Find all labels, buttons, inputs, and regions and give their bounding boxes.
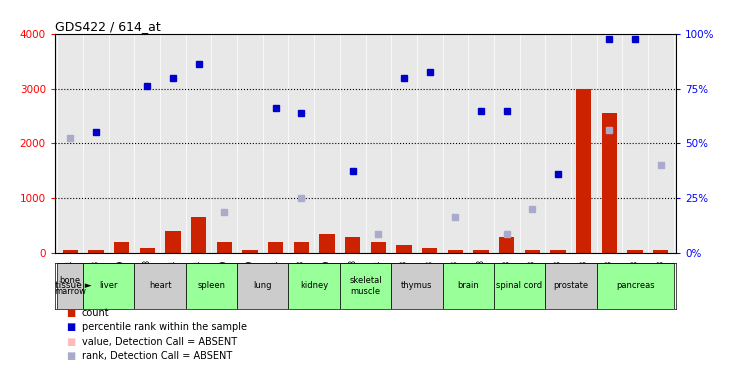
Text: percentile rank within the sample: percentile rank within the sample (82, 322, 247, 332)
Text: value, Detection Call = ABSENT: value, Detection Call = ABSENT (82, 337, 237, 346)
Bar (602, 113, 617, 253)
Bar (494, 262, 545, 309)
Bar (319, 234, 335, 253)
Text: skeletal
muscle: skeletal muscle (349, 276, 382, 296)
Text: kidney: kidney (300, 281, 328, 290)
Bar (340, 262, 391, 309)
Bar (186, 262, 237, 309)
Bar (525, 251, 540, 253)
Bar (596, 262, 673, 309)
Bar (289, 262, 340, 309)
Text: prostate: prostate (553, 281, 588, 290)
Bar (268, 242, 284, 253)
Bar (237, 262, 289, 309)
Bar (140, 248, 155, 253)
Bar (627, 251, 643, 253)
Bar (165, 231, 181, 253)
Text: ■: ■ (66, 351, 75, 361)
Text: ■: ■ (66, 322, 75, 332)
Text: thymus: thymus (401, 281, 433, 290)
Bar (216, 242, 232, 253)
Text: rank, Detection Call = ABSENT: rank, Detection Call = ABSENT (82, 351, 232, 361)
Text: bone
marrow: bone marrow (54, 276, 86, 296)
Text: lung: lung (254, 281, 272, 290)
Bar (576, 88, 591, 253)
Bar (550, 251, 566, 253)
Bar (294, 242, 309, 253)
Bar (653, 251, 668, 253)
Text: ■: ■ (66, 308, 75, 318)
Bar (135, 262, 186, 309)
Bar (447, 251, 463, 253)
Bar (396, 245, 412, 253)
Bar (371, 242, 386, 253)
Bar (63, 251, 78, 253)
Bar (191, 217, 206, 253)
Bar (58, 262, 83, 309)
Bar (242, 251, 257, 253)
Bar (114, 242, 129, 253)
Text: tissue ►: tissue ► (55, 281, 91, 290)
Text: count: count (82, 308, 110, 318)
Text: liver: liver (99, 281, 118, 290)
Bar (391, 262, 442, 309)
Text: spinal cord: spinal cord (496, 281, 542, 290)
Text: pancreas: pancreas (616, 281, 654, 290)
Bar (442, 262, 494, 309)
Text: ■: ■ (66, 337, 75, 346)
Bar (83, 262, 135, 309)
Bar (345, 237, 360, 253)
Text: spleen: spleen (197, 281, 225, 290)
Bar (474, 251, 489, 253)
Bar (88, 251, 104, 253)
Text: heart: heart (149, 281, 171, 290)
Bar (422, 248, 437, 253)
Text: GDS422 / 614_at: GDS422 / 614_at (55, 20, 161, 33)
Bar (545, 262, 596, 309)
Bar (499, 237, 515, 253)
Text: brain: brain (458, 281, 479, 290)
